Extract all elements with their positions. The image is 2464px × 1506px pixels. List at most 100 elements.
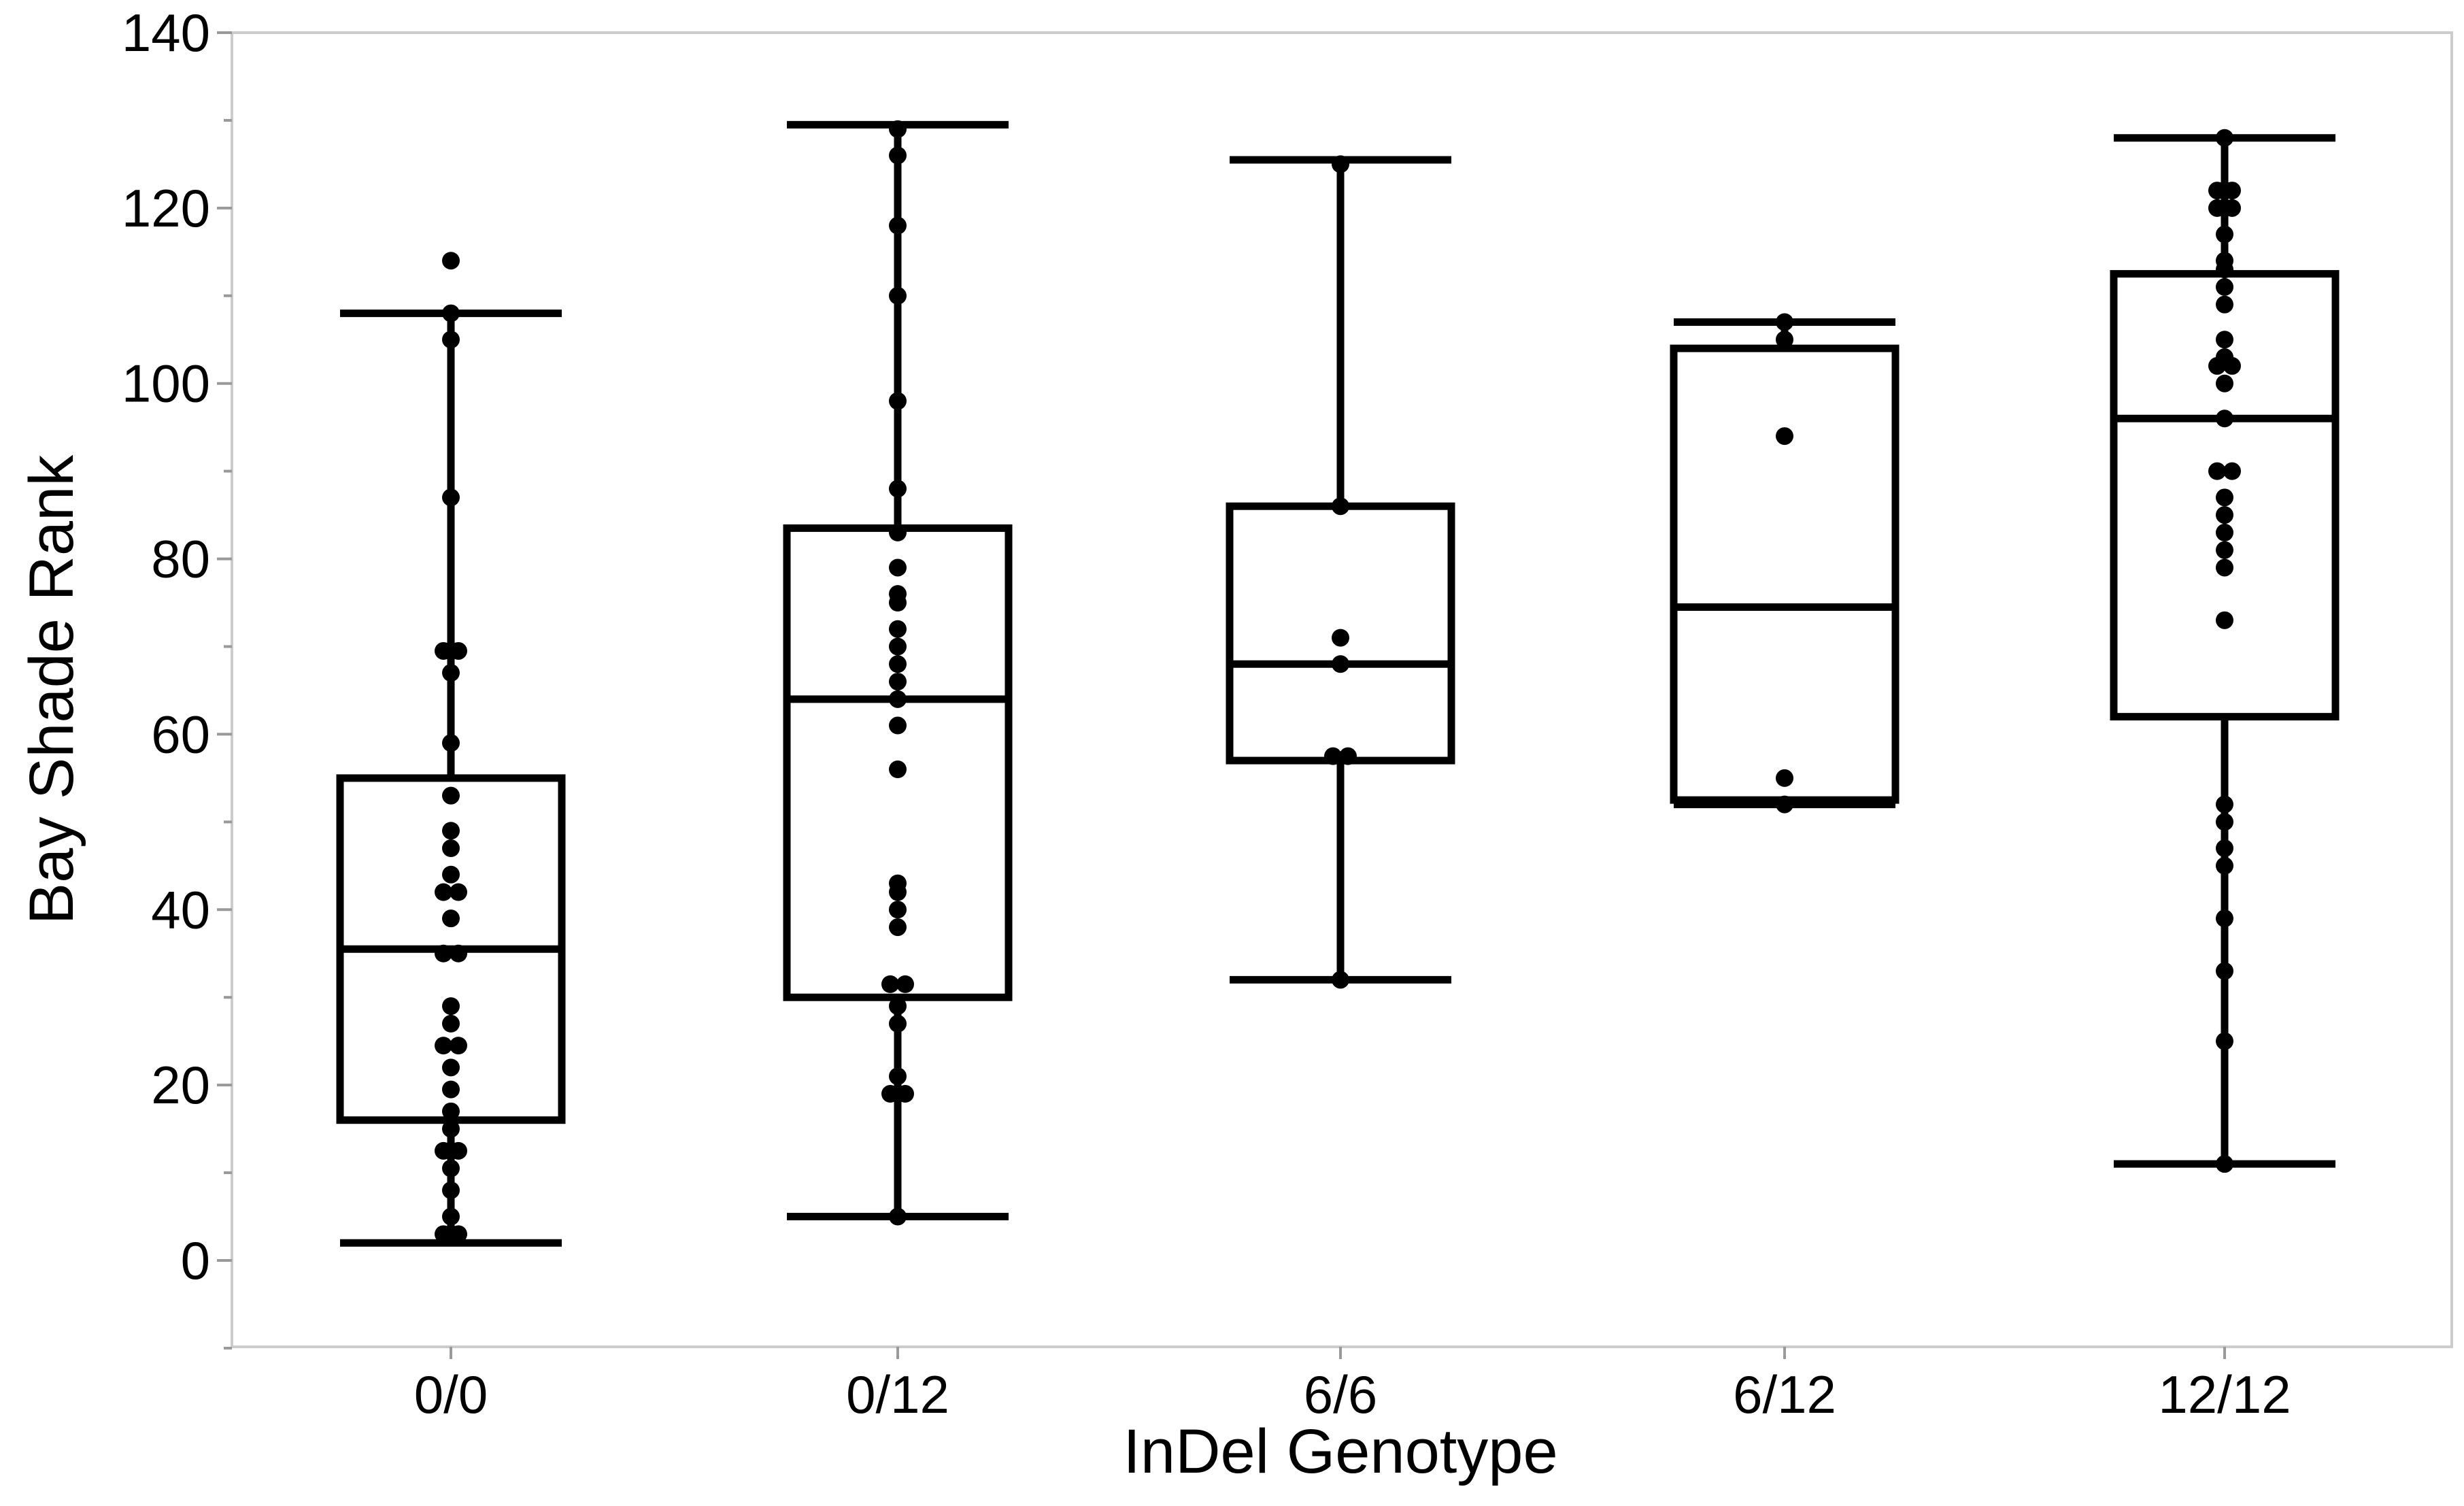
data-point (442, 1014, 460, 1033)
data-point (889, 558, 907, 577)
data-point (889, 480, 907, 498)
data-point (435, 641, 452, 660)
box-6-6 (1226, 155, 1455, 989)
data-point (2216, 795, 2233, 814)
data-point (450, 641, 467, 660)
data-point (1776, 331, 1793, 349)
data-point (2216, 278, 2233, 296)
y-tick-label: 140 (122, 3, 210, 63)
data-point (2216, 558, 2233, 577)
data-point (889, 392, 907, 410)
data-point (1776, 769, 1793, 787)
data-point (1339, 747, 1357, 765)
y-tick-label: 100 (122, 354, 210, 414)
data-point (435, 1141, 452, 1160)
data-point (889, 997, 907, 1016)
data-point (435, 1037, 452, 1055)
data-point (896, 975, 914, 993)
data-point (442, 1207, 460, 1226)
x-tick-label: 0/12 (846, 1365, 949, 1424)
data-point (2216, 1032, 2233, 1050)
data-point (2216, 1155, 2233, 1173)
x-tick-label: 6/12 (1733, 1365, 1836, 1424)
data-point (889, 901, 907, 919)
data-point (889, 286, 907, 305)
data-point (1332, 655, 1349, 673)
data-point (2208, 462, 2226, 480)
data-point (435, 1225, 452, 1243)
data-point (2223, 182, 2241, 200)
data-point (2216, 129, 2233, 147)
data-point (442, 1181, 460, 1199)
data-point (889, 716, 907, 735)
data-point (2216, 409, 2233, 428)
data-point (442, 909, 460, 928)
data-point (889, 216, 907, 235)
data-point (889, 918, 907, 937)
data-point (442, 331, 460, 349)
data-point (896, 1085, 914, 1103)
data-point (442, 1120, 460, 1138)
data-point (2216, 813, 2233, 831)
data-point (442, 1080, 460, 1099)
data-point (442, 786, 460, 805)
y-axis: 0 20 40 60 80 100 120 140 (122, 3, 232, 1350)
x-tick-label: 12/12 (2158, 1365, 2291, 1424)
iqr-box (1670, 344, 1900, 804)
data-point (881, 975, 899, 993)
data-point (442, 1102, 460, 1120)
data-point (889, 594, 907, 612)
data-point (2208, 182, 2226, 200)
data-point (442, 997, 460, 1016)
data-point (2216, 488, 2233, 507)
data-point (1332, 497, 1349, 516)
data-point (450, 1141, 467, 1160)
x-tick-label: 6/6 (1304, 1365, 1377, 1424)
data-point (442, 1058, 460, 1077)
data-point (2208, 199, 2226, 217)
data-point (2223, 462, 2241, 480)
data-point (442, 734, 460, 752)
data-point (450, 1225, 467, 1243)
data-point (2216, 261, 2233, 279)
y-tick-label: 40 (151, 880, 210, 939)
data-point (2223, 356, 2241, 375)
y-tick-label: 80 (151, 529, 210, 589)
data-point (889, 1067, 907, 1086)
data-point (1324, 747, 1342, 765)
data-point (889, 760, 907, 778)
data-point (2216, 506, 2233, 524)
data-point (450, 883, 467, 901)
x-axis: 0/0 0/12 6/6 6/12 12/12 (414, 1347, 2291, 1424)
data-point (889, 146, 907, 165)
data-point (450, 944, 467, 963)
y-tick-label: 0 (181, 1231, 210, 1290)
data-point (889, 620, 907, 638)
data-point (2216, 856, 2233, 875)
data-point (889, 883, 907, 901)
data-point (442, 839, 460, 858)
data-point (889, 637, 907, 656)
data-point (1776, 427, 1793, 446)
data-point (442, 488, 460, 507)
data-point (2216, 523, 2233, 541)
data-point (2216, 331, 2233, 349)
data-point (435, 944, 452, 963)
data-point (889, 1207, 907, 1226)
box-6-12 (1670, 313, 1900, 814)
data-point (889, 120, 907, 138)
data-point (442, 865, 460, 884)
data-point (2216, 374, 2233, 392)
data-point (889, 655, 907, 673)
data-point (1332, 971, 1349, 989)
box-0-0 (336, 252, 566, 1247)
data-point (442, 822, 460, 840)
data-point (2216, 541, 2233, 559)
data-point (442, 304, 460, 322)
data-point (2216, 839, 2233, 858)
data-point (881, 1085, 899, 1103)
data-point (889, 1014, 907, 1033)
data-point (1332, 629, 1349, 647)
y-axis-title: Bay Shade Rank (17, 454, 86, 924)
data-point (889, 673, 907, 691)
